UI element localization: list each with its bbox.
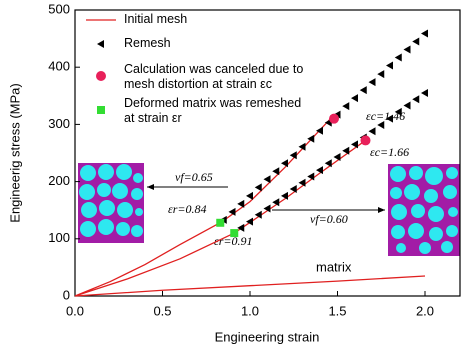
microstructure-left: [78, 163, 144, 243]
marker-triangle: [324, 159, 332, 168]
legend-label: Remesh: [124, 36, 171, 50]
x-tick-label: 2.0: [416, 303, 434, 318]
marker-triangle: [272, 167, 280, 176]
marker-triangle: [263, 204, 271, 213]
marker-triangle: [333, 153, 341, 162]
marker-triangle: [298, 178, 306, 187]
marker-triangle: [298, 142, 306, 151]
y-tick-label: 100: [48, 230, 70, 245]
y-tick-label: 200: [48, 173, 70, 188]
y-tick-label: 300: [48, 116, 70, 131]
annotation: εc=1.66: [370, 145, 409, 159]
marker-triangle: [342, 102, 350, 111]
marker-triangle: [412, 37, 420, 46]
marker-triangle: [307, 172, 315, 181]
annotation: matrix: [316, 259, 352, 274]
marker-triangle: [333, 110, 341, 119]
annotation: εc=1.46: [366, 109, 405, 123]
annotation: εr=0.91: [214, 234, 253, 248]
x-tick-label: 0.5: [153, 303, 171, 318]
y-tick-label: 500: [48, 1, 70, 16]
marker-triangle: [228, 207, 236, 216]
marker-triangle: [289, 185, 297, 194]
marker-triangle: [421, 29, 428, 38]
marker-triangle: [394, 107, 402, 116]
marker-triangle: [272, 198, 280, 207]
marker-square: [230, 229, 239, 238]
marker-circle: [360, 135, 371, 146]
plot-frame: [74, 9, 461, 297]
legend-swatch: [96, 71, 106, 81]
x-tick-label: 0.0: [66, 303, 84, 318]
y-tick-label: 400: [48, 59, 70, 74]
marker-triangle: [254, 183, 262, 192]
legend-label: Calculation was canceled due to mesh dis…: [124, 62, 304, 91]
marker-triangle: [342, 146, 350, 155]
marker-triangle: [237, 223, 245, 232]
marker-triangle: [377, 120, 385, 129]
marker-triangle: [237, 199, 245, 208]
marker-circle: [329, 113, 339, 124]
legend-label: Deformed matrix was remeshed at strain ε…: [124, 96, 302, 125]
marker-triangle: [412, 95, 420, 104]
marker-triangle: [403, 45, 411, 54]
legend-swatch: [97, 106, 105, 114]
marker-triangle: [263, 175, 271, 184]
marker-triangle: [368, 78, 376, 87]
marker-triangle: [316, 126, 323, 135]
legend-swatch: [97, 40, 104, 48]
x-tick-label: 1.5: [328, 303, 346, 318]
y-tick-label: 0: [63, 287, 70, 302]
marker-triangle: [394, 53, 402, 62]
marker-triangle: [316, 166, 323, 175]
y-axis-label: Engineerig stress (MPa): [7, 83, 22, 222]
marker-triangle: [246, 217, 253, 226]
marker-triangle: [421, 88, 428, 97]
annotation: εr=0.84: [168, 202, 207, 216]
marker-triangle: [403, 101, 411, 110]
microstructure-right: [388, 164, 460, 256]
marker-triangle: [386, 114, 393, 123]
marker-triangle: [377, 70, 385, 79]
annotation: vf=0.65: [175, 170, 213, 184]
marker-triangle: [307, 134, 315, 143]
annotation: vf=0.60: [310, 212, 348, 226]
marker-triangle: [368, 127, 376, 136]
marker-triangle: [246, 191, 253, 200]
marker-triangle: [281, 159, 288, 168]
marker-triangle: [386, 61, 393, 70]
marker-triangle: [289, 151, 297, 160]
marker-triangle: [281, 191, 288, 200]
marker-triangle: [351, 94, 358, 103]
marker-triangle: [359, 86, 367, 95]
legend-label: Initial mesh: [124, 12, 188, 26]
marker-triangle: [254, 210, 262, 219]
marker-triangle: [351, 140, 358, 149]
x-tick-label: 1.0: [241, 303, 259, 318]
marker-square: [216, 218, 225, 227]
x-axis-label: Engineering strain: [215, 329, 320, 344]
